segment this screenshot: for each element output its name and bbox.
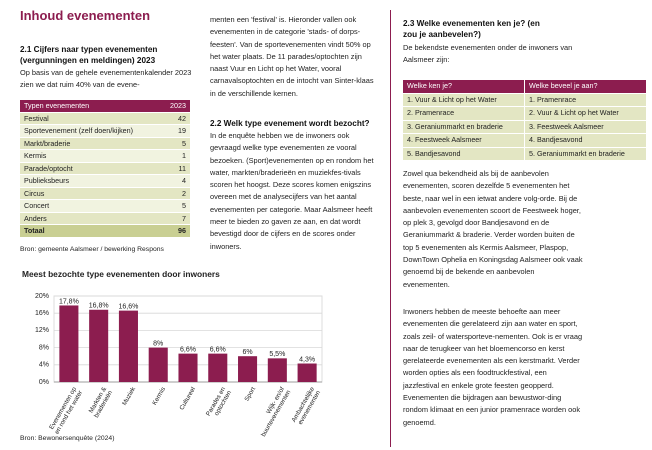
table-row: 5. Bandjesavond 5. Geraniummarkt en brade… — [403, 147, 648, 161]
table-cell: Welke beveel je aan? — [524, 80, 648, 94]
bar — [208, 353, 228, 382]
table-cell: Anders — [20, 212, 156, 225]
table-cell: 5 — [156, 199, 190, 213]
value-label: 17,8% — [59, 298, 79, 305]
value-label: 8% — [153, 340, 163, 347]
table-cell: 42 — [156, 112, 190, 125]
table-cell: 2023 — [156, 100, 190, 113]
value-label: 5,5% — [269, 351, 285, 358]
value-label: 6% — [242, 349, 252, 356]
chart-svg: Meest bezochte type evenementen door inw… — [20, 269, 323, 442]
table-row: Kermis 1 — [20, 149, 190, 163]
table-cell: Typen evenementen — [20, 100, 156, 113]
bar — [148, 347, 168, 382]
table-row: 4. Feestweek Aalsmeer 4. Bandjesavond — [403, 133, 648, 148]
table-cell: 4. Bandjesavond — [524, 133, 648, 148]
table-cell: 4 — [156, 174, 190, 188]
paragraph: Inwoners hebben de meeste behoefte aan m… — [403, 307, 583, 427]
table-cell: 1. Vuur & Licht op het Water — [403, 93, 525, 107]
table: Welke ken je? Welke beveel je aan? 1. Vuur… — [403, 80, 648, 161]
y-tick-label: 0% — [39, 379, 49, 386]
table-cell: 2. Vuur & Licht op het Water — [524, 106, 648, 121]
table-wrap: Welke ken je? Welke beveel je aan? 1. Vuur… — [403, 80, 648, 161]
table-row: Parade/optocht 11 — [20, 162, 190, 175]
table-cell: Welke ken je? — [403, 80, 525, 94]
source: Bron: Bewonersenquête (2024) — [20, 435, 114, 442]
y-tick-label: 8% — [39, 344, 49, 351]
table-cell: 3. Feestweek Aalsmeer — [524, 120, 648, 134]
column-divider — [390, 10, 391, 447]
bar — [238, 356, 258, 382]
table-row: Concert 5 — [20, 199, 190, 213]
table-cell: 5 — [156, 137, 190, 150]
table-cell: 1. Pramenrace — [524, 93, 648, 107]
page-title: Inhoud evenementen — [20, 8, 151, 23]
table-cell: Parade/optocht — [20, 162, 156, 175]
bar — [267, 358, 287, 382]
table-cell: Concert — [20, 199, 156, 213]
chart: Meest bezochte type evenementen door inw… — [14, 266, 382, 446]
table-row: Sportevenement (zelf doen/kijken) 19 — [20, 124, 190, 138]
table-cell: Totaal — [20, 224, 156, 238]
table-wrap: Typen evenementen 2023 Festival 42 Sporteven… — [20, 100, 190, 238]
table-cell: 96 — [156, 224, 190, 238]
table-cell: Sportevenement (zelf doen/kijken) — [20, 124, 156, 138]
table-cell: 2 — [156, 187, 190, 200]
table-cell: 2. Pramenrace — [403, 106, 525, 121]
table-row: Circus 2 — [20, 187, 190, 200]
table-row: 3. Geraniummarkt en braderie 3. Feestweek… — [403, 120, 648, 134]
bar — [297, 363, 317, 382]
table-cell: Markt/braderie — [20, 137, 156, 150]
table-row: Totaal 96 — [20, 224, 190, 238]
table-row: Welke ken je? Welke beveel je aan? — [403, 80, 648, 94]
paragraph: Zowel qua bekendheid als bij de aanbevol… — [403, 169, 583, 289]
paragraph: In de enquête hebben we de inwoners ook … — [210, 131, 374, 251]
table-cell: 11 — [156, 162, 190, 175]
table-cell: 1 — [156, 149, 190, 163]
table-row: Typen evenementen 2023 — [20, 100, 190, 113]
table-row: Anders 7 — [20, 212, 190, 225]
table-cell: Festival — [20, 112, 156, 125]
value-label: 6,6% — [210, 346, 226, 353]
table: Typen evenementen 2023 Festival 42 Sporteven… — [20, 100, 190, 238]
value-label: 6,6% — [180, 346, 196, 353]
bar — [118, 310, 138, 382]
source: Bron: gemeente Aalsmeer / bewerking Resp… — [20, 246, 164, 253]
paragraph: De bekendste evenementen onder de inwone… — [403, 43, 573, 65]
section-heading: 2.2 Welk type evenement wordt bezocht? — [210, 119, 370, 128]
table-cell: 19 — [156, 124, 190, 138]
y-tick-label: 20% — [35, 293, 49, 300]
table-row: Festival 42 — [20, 112, 190, 125]
table-cell: 7 — [156, 212, 190, 225]
value-label: 16,8% — [89, 303, 109, 310]
y-tick-label: 16% — [35, 310, 49, 317]
table-row: Markt/braderie 5 — [20, 137, 190, 150]
table-cell: Kermis — [20, 149, 156, 163]
bar — [89, 309, 109, 382]
paragraph: menten een 'festival' is. Hieronder vall… — [210, 15, 374, 98]
table-cell: 5. Geraniummarkt en braderie — [524, 147, 648, 161]
section-heading: 2.3 Welke evenementen ken je? (en zou je… — [403, 19, 540, 39]
value-label: 16,6% — [119, 303, 139, 310]
value-label: 4,3% — [299, 356, 315, 363]
table-row: 2. Pramenrace 2. Vuur & Licht op het Wate… — [403, 106, 648, 121]
paragraph: Op basis van de gehele evenementenkalend… — [20, 68, 192, 90]
table-row: Publieksbeurs 4 — [20, 174, 190, 188]
table-cell: Circus — [20, 187, 156, 200]
y-tick-label: 4% — [39, 362, 49, 369]
section-heading: 2.1 Cijfers naar typen evenementen (verg… — [20, 45, 158, 65]
bar — [59, 305, 79, 382]
y-tick-label: 12% — [35, 327, 49, 334]
table-cell: 4. Feestweek Aalsmeer — [403, 133, 525, 148]
table-cell: 5. Bandjesavond — [403, 147, 525, 161]
table-cell: 3. Geraniummarkt en braderie — [403, 120, 525, 134]
bar — [178, 353, 198, 382]
table-cell: Publieksbeurs — [20, 174, 156, 188]
table-row: 1. Vuur & Licht op het Water 1. Pramenrac… — [403, 93, 648, 107]
chart-title: Meest bezochte type evenementen door inw… — [22, 269, 220, 279]
